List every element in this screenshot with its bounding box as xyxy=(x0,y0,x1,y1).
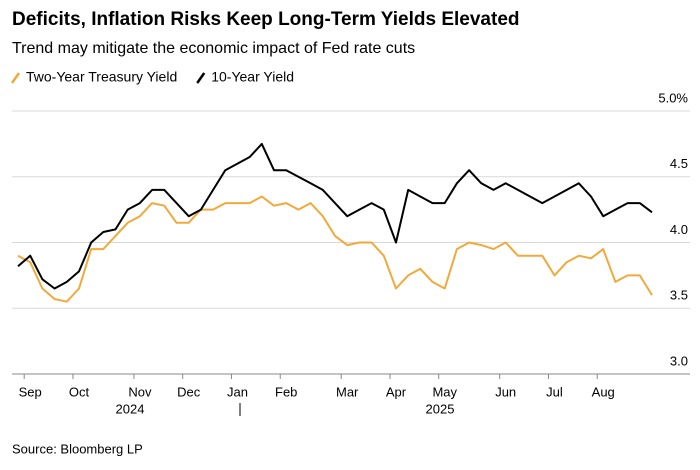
x-tick-label: Jan xyxy=(227,384,248,399)
x-tick-label: Oct xyxy=(69,384,90,399)
chart-subtitle: Trend may mitigate the economic impact o… xyxy=(12,40,415,57)
legend-label: Two-Year Treasury Yield xyxy=(26,69,177,85)
legend-swatch xyxy=(10,72,21,84)
legend-swatch xyxy=(196,72,206,84)
x-tick-label: Mar xyxy=(336,384,359,399)
legend-label: 10-Year Yield xyxy=(211,69,294,85)
chart-title: Deficits, Inflation Risks Keep Long-Term… xyxy=(12,9,520,30)
x-tick-label: Nov xyxy=(128,384,152,399)
y-tick-label: 3.0 xyxy=(670,353,688,368)
x-tick-label: Jun xyxy=(495,384,516,399)
y-tick-label: 4.5 xyxy=(670,156,688,171)
x-tick-label: Jul xyxy=(546,384,563,399)
x-tick-label: Sep xyxy=(19,384,42,399)
y-tick-label: 3.5 xyxy=(670,288,688,303)
series-line xyxy=(17,142,653,290)
x-tick-label: Feb xyxy=(275,384,297,399)
y-tick-label: 4.0 xyxy=(670,222,688,237)
x-tick-label: Dec xyxy=(177,384,201,399)
x-tick-label: Aug xyxy=(592,384,615,399)
y-tick-label: 5.0% xyxy=(658,90,688,105)
year-label: 2025 xyxy=(426,401,455,416)
series-line xyxy=(17,195,653,303)
x-tick-label: May xyxy=(432,384,457,399)
x-tick-label: Apr xyxy=(386,384,407,399)
source: Source: Bloomberg LP xyxy=(12,441,143,456)
year-label: 2024 xyxy=(116,401,145,416)
